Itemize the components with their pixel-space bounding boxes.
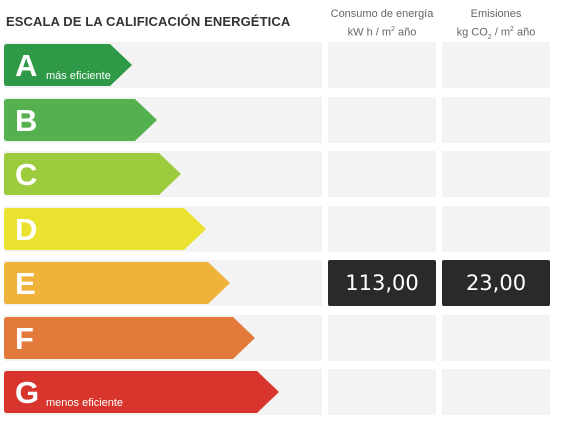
emisiones-cell-b — [442, 97, 550, 143]
rating-letter: A — [15, 48, 38, 83]
scale-title: ESCALA DE LA CALIFICACIÓN ENERGÉTICA — [6, 14, 291, 29]
emisiones-cell-c — [442, 151, 550, 197]
emisiones-header-units: kg CO2 / m2 año — [456, 26, 536, 41]
emisiones-cell-a — [442, 42, 550, 88]
consumo-header-units: kW h / m2 año — [347, 26, 417, 39]
emisiones-cell-f — [442, 315, 550, 361]
emisiones-header-line1: Emisiones — [470, 8, 522, 20]
rating-letter: D — [15, 212, 38, 247]
consumo-cell-b — [328, 97, 436, 143]
rating-description: menos eficiente — [46, 397, 124, 409]
consumo-cell-d — [328, 206, 436, 252]
consumo-cell-g — [328, 369, 436, 415]
emisiones-cell-e: 23,00 — [442, 260, 550, 306]
rating-arrow-shape — [4, 208, 206, 250]
rating-letter: G — [15, 375, 40, 410]
rating-arrow-shape — [4, 99, 157, 141]
rating-arrow-shape — [4, 44, 132, 86]
rating-arrow-shape — [4, 317, 255, 359]
rating-arrow-shape — [4, 371, 279, 413]
rating-description: más eficiente — [46, 70, 111, 82]
rating-arrow-shape — [4, 153, 181, 195]
consumo-header-line1: Consumo de energía — [330, 8, 434, 20]
emisiones-cell-g — [442, 369, 550, 415]
emisiones-cell-d — [442, 206, 550, 252]
consumo-cell-c — [328, 151, 436, 197]
rating-letter: C — [15, 157, 38, 192]
consumo-cell-f — [328, 315, 436, 361]
consumo-cell-e: 113,00 — [328, 260, 436, 306]
rating-letter: B — [15, 103, 38, 138]
rating-letter: E — [15, 266, 36, 301]
rating-letter: F — [15, 321, 34, 356]
rating-arrow-shape — [4, 262, 230, 304]
consumo-cell-a — [328, 42, 436, 88]
consumo-column-header: Consumo de energía kW h / m2 año — [326, 6, 438, 41]
emisiones-column-header: Emisiones kg CO2 / m2 año — [440, 6, 552, 46]
